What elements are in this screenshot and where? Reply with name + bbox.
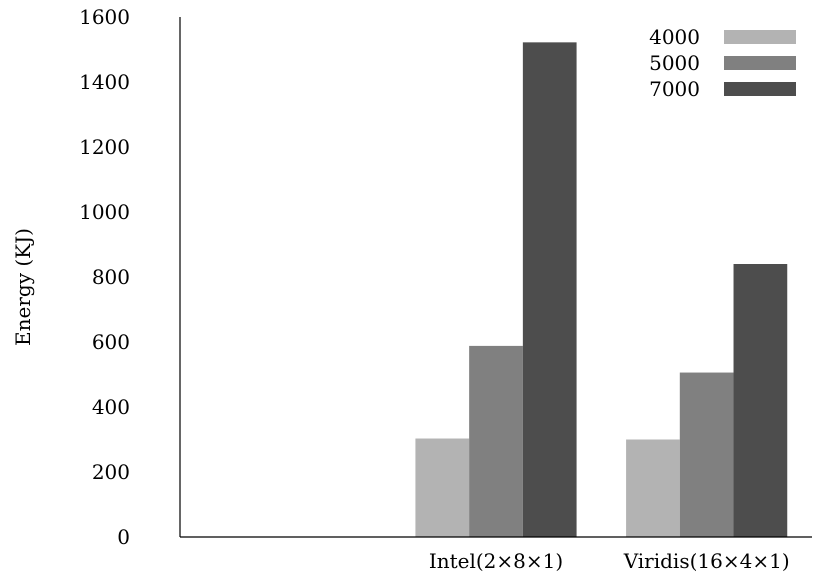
legend-label-4000: 4000 (649, 25, 700, 49)
legend-label-7000: 7000 (649, 77, 700, 101)
y-tick-label-200: 200 (92, 460, 130, 484)
y-tick-label-1600: 1600 (79, 5, 130, 29)
bar-Intel(2×8×1)-4000 (415, 438, 470, 537)
y-axis-title: Energy (KJ) (11, 228, 35, 346)
y-tick-label-800: 800 (92, 265, 130, 289)
y-axis-ticks: 0 200 400 600 800 1000 1200 1400 1600 (79, 5, 130, 549)
y-tick-label-400: 400 (92, 395, 130, 419)
y-tick-label-600: 600 (92, 330, 130, 354)
legend-swatch-4000 (724, 30, 796, 44)
bar-Viridis(16×4×1)-5000 (679, 372, 734, 537)
bar-Intel(2×8×1)-5000 (469, 345, 523, 537)
x-tick-label-2: Viridis(16×4×1) (623, 549, 790, 573)
y-tick-label-1400: 1400 (79, 70, 130, 94)
y-tick-label-1200: 1200 (79, 135, 130, 159)
x-tick-label-1: Intel(2×8×1) (429, 549, 563, 573)
y-tick-label-1000: 1000 (79, 200, 130, 224)
x-axis-ticks: Intel(2×8×1) Viridis(16×4×1) (429, 549, 790, 573)
legend-swatch-7000 (724, 82, 796, 96)
legend-swatch-5000 (724, 56, 796, 70)
bar-Viridis(16×4×1)-7000 (733, 264, 788, 537)
bars (415, 42, 788, 537)
bar-Viridis(16×4×1)-4000 (626, 439, 680, 537)
bar-Intel(2×8×1)-7000 (522, 42, 577, 537)
y-tick-label-0: 0 (117, 525, 130, 549)
legend-label-5000: 5000 (649, 51, 700, 75)
